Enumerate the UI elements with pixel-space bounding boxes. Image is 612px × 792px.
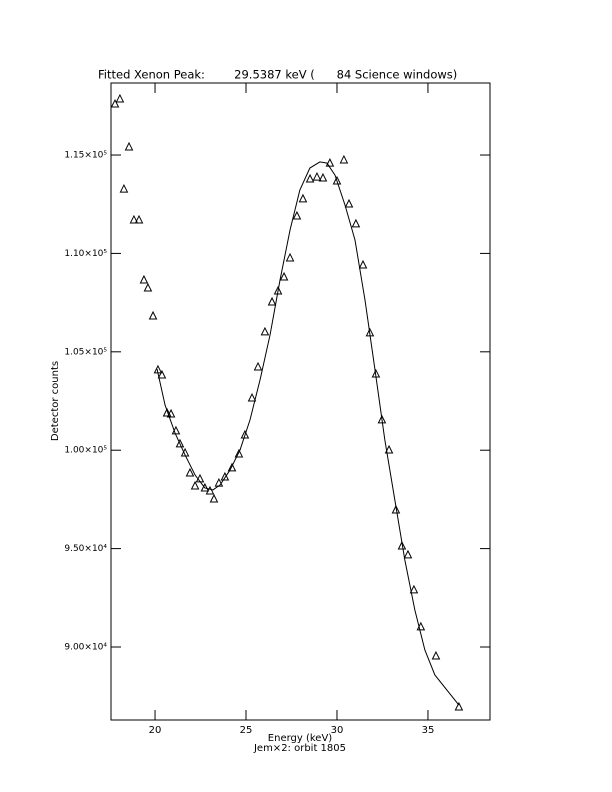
- data-point: [134, 214, 144, 224]
- y-axis-label: Detector counts: [50, 361, 61, 441]
- data-point: [240, 429, 250, 439]
- data-point: [409, 584, 419, 594]
- data-point: [205, 485, 215, 495]
- data-point: [273, 285, 283, 295]
- data-point: [247, 392, 257, 402]
- y-tick-label: 1.05×10⁵: [64, 347, 107, 357]
- data-point: [339, 154, 349, 164]
- data-point: [377, 414, 387, 424]
- data-point: [344, 198, 354, 208]
- data-point: [260, 326, 270, 336]
- data-point: [200, 482, 210, 492]
- x-tick-label: 30: [331, 725, 344, 736]
- data-point: [175, 438, 185, 448]
- x-axis-label: Energy (keV): [268, 733, 333, 744]
- data-point: [358, 259, 368, 269]
- data-point: [234, 448, 244, 458]
- data-point: [162, 407, 172, 417]
- data-point: [209, 493, 219, 503]
- data-point: [110, 98, 120, 108]
- data-point: [403, 549, 413, 559]
- data-point: [397, 540, 407, 550]
- data-point: [166, 408, 176, 418]
- data-point: [143, 282, 153, 292]
- x-tick-label: 25: [240, 725, 253, 736]
- data-point: [332, 175, 342, 185]
- x-tick-label: 20: [149, 725, 162, 736]
- fit-line: [156, 161, 460, 706]
- x-tick-label: 35: [422, 725, 435, 736]
- data-point: [292, 210, 302, 220]
- data-point: [325, 157, 335, 167]
- data-point: [454, 701, 464, 711]
- y-tick-label: 1.15×10⁵: [64, 151, 107, 161]
- data-point: [148, 310, 158, 320]
- y-tick-label: 9.50×10⁴: [64, 544, 107, 554]
- data-point: [312, 171, 322, 181]
- data-point: [119, 183, 129, 193]
- y-tick-label: 1.00×10⁵: [64, 446, 107, 456]
- data-point: [190, 480, 200, 490]
- chart-title: Fitted Xenon Peak: 29.5387 keV ( 84 Scie…: [98, 68, 457, 82]
- subtitle: Jem×2: orbit 1805: [253, 743, 346, 754]
- data-point: [318, 172, 328, 182]
- data-point: [227, 462, 237, 472]
- data-point: [139, 274, 149, 284]
- data-point: [267, 296, 277, 306]
- data-point: [115, 93, 125, 103]
- data-point: [124, 141, 134, 151]
- data-point: [253, 361, 263, 371]
- data-point: [185, 467, 195, 477]
- data-point: [157, 369, 167, 379]
- data-point: [129, 214, 139, 224]
- data-point: [351, 218, 361, 228]
- data-point: [285, 252, 295, 262]
- data-point: [279, 271, 289, 281]
- data-point: [305, 173, 315, 183]
- data-point: [298, 193, 308, 203]
- data-point: [220, 471, 230, 481]
- y-tick-label: 1.10×10⁵: [64, 249, 107, 259]
- data-point: [431, 650, 441, 660]
- data-point: [391, 504, 401, 514]
- y-tick-label: 9.00×10⁴: [64, 642, 107, 652]
- data-point: [384, 444, 394, 454]
- plot-frame: [110, 82, 491, 721]
